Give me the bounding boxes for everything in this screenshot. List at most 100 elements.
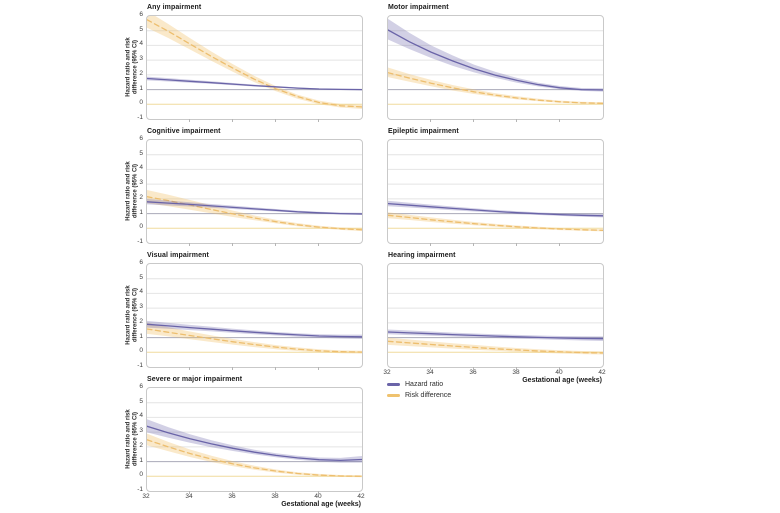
panel-motor-impairment: Motor impairment [387, 4, 604, 122]
y-axis-tick-label: 4 [139, 164, 143, 172]
chart-canvas [387, 15, 604, 120]
chart-canvas [387, 139, 604, 244]
panel-title: Visual impairment [147, 252, 209, 259]
y-axis-tick-label: -1 [137, 486, 143, 493]
chart-legend: Hazard ratio Risk difference [387, 379, 451, 401]
chart-canvas [387, 263, 604, 368]
x-axis-tick [515, 119, 517, 122]
panel-visual-impairment: Visual impairment Hazard ratio and risk … [125, 252, 363, 370]
y-axis-tick-label: 1 [139, 456, 143, 464]
x-axis-tick-label: 40 [555, 369, 563, 376]
x-axis-tick [472, 243, 474, 246]
y-axis-tick-label: 3 [139, 303, 143, 311]
y-axis-tick-label: 6 [139, 383, 143, 390]
x-axis-tick [274, 243, 276, 246]
x-axis-tick [188, 491, 190, 494]
x-axis-tick-label: 38 [271, 493, 279, 500]
chart-canvas [146, 263, 363, 368]
x-axis-tick [231, 367, 233, 370]
x-axis-tick [317, 243, 319, 246]
y-axis-tick-label: 2 [139, 69, 143, 77]
x-axis-tick [188, 243, 190, 246]
x-axis-label: Gestational age (weeks) [281, 501, 361, 508]
y-axis-tick-label: 0 [139, 99, 143, 107]
x-axis-tick [231, 491, 233, 494]
panel-title: Any impairment [147, 4, 202, 11]
x-axis-tick [515, 243, 517, 246]
x-axis-tick-label: 34 [185, 493, 193, 500]
x-axis-tick [472, 367, 474, 370]
legend-label: Risk difference [405, 392, 452, 399]
x-axis-tick-label: 38 [512, 369, 520, 376]
x-axis-tick [188, 119, 190, 122]
y-axis-tick-label: 0 [139, 223, 143, 231]
panel-title: Hearing impairment [388, 252, 456, 259]
x-axis-tick [558, 119, 560, 122]
y-axis-tick-label: 0 [139, 471, 143, 479]
y-axis-tick-label: -1 [137, 362, 143, 369]
y-axis-tick-label: 0 [139, 347, 143, 355]
panel-hearing-impairment: Hearing impairment Gestational age (week… [383, 252, 605, 384]
x-axis-tick-label: 42 [357, 493, 365, 500]
chart-canvas [146, 15, 363, 120]
y-axis-tick-label: 3 [139, 179, 143, 187]
y-axis-tick-label: 3 [139, 55, 143, 63]
y-axis-tick-label: 4 [139, 412, 143, 420]
legend-item-risk-difference: Risk difference [387, 390, 451, 401]
y-axis-tick-label: 5 [139, 273, 143, 281]
x-axis-tick [188, 367, 190, 370]
x-axis-tick [317, 119, 319, 122]
x-axis-tick [231, 243, 233, 246]
y-axis-tick-label: -1 [137, 238, 143, 245]
panel-any-impairment: Any impairment Hazard ratio and risk dif… [125, 4, 363, 122]
y-axis-tick-label: 2 [139, 317, 143, 325]
panel-title: Severe or major impairment [147, 376, 243, 383]
y-axis-tick-label: 2 [139, 193, 143, 201]
y-axis-tick-label: 6 [139, 11, 143, 18]
y-axis-tick-label: 2 [139, 441, 143, 449]
panel-epileptic-impairment: Epileptic impairment [387, 128, 604, 246]
x-axis-tick [429, 243, 431, 246]
y-axis-tick-label: -1 [137, 114, 143, 121]
x-axis-tick [317, 367, 319, 370]
y-axis-tick-label: 3 [139, 427, 143, 435]
y-axis-tick-label: 6 [139, 259, 143, 266]
panel-cognitive-impairment: Cognitive impairment Hazard ratio and ri… [125, 128, 363, 246]
panel-severe-or-major-impairment: Severe or major impairment Hazard ratio … [125, 376, 365, 508]
x-axis-tick-label: 40 [314, 493, 322, 500]
x-axis-tick [274, 119, 276, 122]
y-axis-tick-label: 4 [139, 40, 143, 48]
panel-title: Motor impairment [388, 4, 449, 11]
x-axis-tick [429, 119, 431, 122]
chart-canvas [146, 139, 363, 244]
chart-canvas [146, 387, 363, 492]
x-axis-tick [429, 367, 431, 370]
x-axis-tick [515, 367, 517, 370]
x-axis-tick-label: 32 [142, 493, 150, 500]
x-axis-tick-label: 42 [598, 369, 606, 376]
x-axis-tick [317, 491, 319, 494]
risk-difference-line-swatch [387, 394, 400, 397]
x-axis-tick [558, 243, 560, 246]
y-axis-tick-label: 1 [139, 208, 143, 216]
hazard-ratio-line-swatch [387, 383, 400, 386]
x-axis-tick-label: 36 [228, 493, 236, 500]
y-axis-tick-label: 6 [139, 135, 143, 142]
x-axis-tick [558, 367, 560, 370]
x-axis-tick [274, 491, 276, 494]
x-axis-tick [231, 119, 233, 122]
panel-title: Cognitive impairment [147, 128, 221, 135]
y-axis-tick-label: 1 [139, 332, 143, 340]
y-axis-tick-label: 4 [139, 288, 143, 296]
x-axis-tick [472, 119, 474, 122]
y-axis-tick-label: 1 [139, 84, 143, 92]
x-axis-tick-label: 32 [383, 369, 391, 376]
y-axis-tick-label: 5 [139, 25, 143, 33]
x-axis-tick-label: 36 [469, 369, 477, 376]
panel-title: Epileptic impairment [388, 128, 459, 135]
x-axis-tick [274, 367, 276, 370]
y-axis-tick-label: 5 [139, 149, 143, 157]
y-axis-tick-label: 5 [139, 397, 143, 405]
x-axis-label: Gestational age (weeks) [522, 377, 602, 384]
